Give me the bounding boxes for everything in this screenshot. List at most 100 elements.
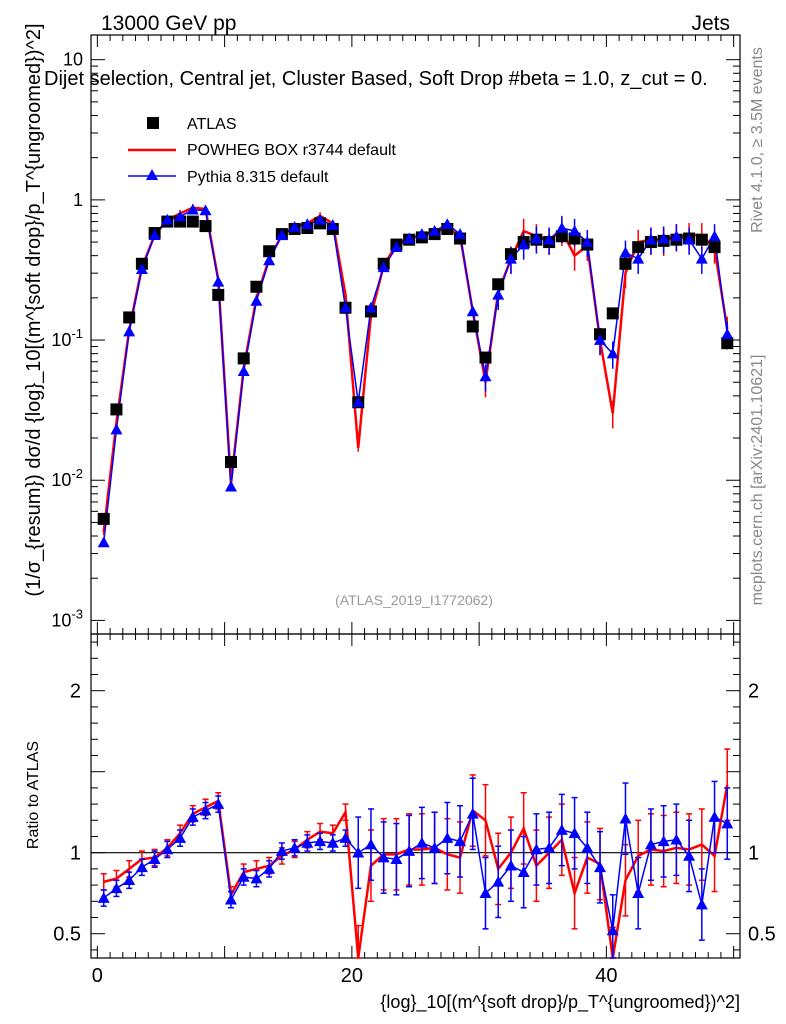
ratio-pythia-point bbox=[135, 861, 148, 873]
main-y-tick-label: 10 bbox=[63, 50, 83, 70]
legend: ATLAS POWHEG BOX r3744 default Pythia 8.… bbox=[128, 116, 397, 186]
pythia-point bbox=[110, 423, 123, 435]
atlas-data-point bbox=[479, 351, 492, 364]
atlas-data-point bbox=[97, 512, 110, 525]
pythia-point bbox=[568, 224, 581, 236]
legend-pythia-label: Pythia 8.315 default bbox=[187, 169, 329, 186]
ratio-pythia-point bbox=[683, 849, 696, 861]
pythia-point bbox=[263, 254, 276, 266]
pythia-point bbox=[708, 230, 721, 242]
pythia-point bbox=[237, 365, 250, 376]
atlas-data-point bbox=[199, 220, 212, 233]
pythia-point bbox=[275, 229, 288, 240]
atlas-data-point bbox=[632, 241, 645, 254]
pythia-point bbox=[517, 238, 530, 250]
pythia-point bbox=[224, 480, 237, 492]
ratio-pythia-point bbox=[721, 817, 734, 829]
atlas-data-point bbox=[186, 215, 199, 228]
pythia-point bbox=[594, 334, 607, 345]
pythia-point bbox=[314, 213, 327, 225]
pythia-point bbox=[492, 288, 505, 300]
pythia-point bbox=[403, 232, 416, 244]
ratio-pythia-point bbox=[212, 798, 225, 809]
x-tick-label: 40 bbox=[595, 965, 617, 987]
atlas-data-point bbox=[250, 280, 263, 293]
ratio-pythia-point bbox=[314, 835, 327, 847]
pythia-point bbox=[428, 224, 441, 236]
ratio-y-tick-label-right: 2 bbox=[748, 681, 759, 703]
ratio-pythia-point bbox=[543, 841, 556, 853]
ratio-pythia-point bbox=[555, 824, 568, 835]
ratio-pythia-point bbox=[632, 887, 645, 898]
ratio-pythia-point bbox=[441, 832, 454, 843]
pythia-point bbox=[390, 241, 403, 252]
ratio-pythia-point bbox=[250, 872, 263, 884]
ratio-y-tick-label: 1 bbox=[70, 843, 81, 865]
pythia-point bbox=[670, 230, 683, 242]
ratio-pythia-point bbox=[199, 804, 212, 816]
pythia-point bbox=[657, 232, 670, 244]
legend-atlas-marker bbox=[147, 117, 159, 129]
ratio-pythia-point bbox=[517, 866, 530, 877]
pythia-point bbox=[123, 325, 136, 337]
ratio-pythia-point bbox=[479, 887, 492, 898]
pythia-point bbox=[619, 246, 632, 258]
main-y-axis-label: (1/σ_{resum}) dσ/d {log}_10[(m^{soft dro… bbox=[23, 23, 45, 596]
ratio-pythia-point bbox=[263, 862, 276, 874]
main-y-tick-label: 10-2 bbox=[51, 466, 83, 490]
atlas-data-point bbox=[212, 288, 225, 301]
pythia-point bbox=[199, 204, 212, 216]
ratio-pythia-point bbox=[352, 846, 365, 858]
ratio-pythia-point bbox=[288, 841, 301, 853]
ratio-pythia-point bbox=[377, 851, 390, 863]
pythia-point bbox=[148, 229, 161, 240]
pythia-point bbox=[377, 261, 390, 273]
ratio-pythia-point bbox=[97, 892, 110, 903]
pythia-point bbox=[632, 252, 645, 264]
ratio-pythia-point bbox=[148, 853, 161, 864]
pythia-point bbox=[530, 232, 543, 244]
main-pythia-line bbox=[102, 209, 729, 543]
ratio-y-tick-label: 0.5 bbox=[53, 924, 81, 946]
pythia-point bbox=[415, 228, 428, 239]
pythia-point bbox=[364, 301, 377, 313]
pythia-point bbox=[186, 203, 199, 215]
ratio-pythia-point bbox=[110, 882, 123, 894]
ratio-pythia-point bbox=[237, 871, 250, 882]
pythia-point bbox=[695, 252, 708, 264]
ratio-panel-frame bbox=[90, 633, 741, 959]
ratio-pythia-point bbox=[390, 853, 403, 864]
ratio-pythia-point bbox=[301, 836, 314, 848]
ratio-y-tick-label: 2 bbox=[70, 681, 81, 703]
pythia-point bbox=[339, 301, 352, 313]
atlas-data-point bbox=[492, 278, 505, 291]
atlas-data-point bbox=[110, 403, 123, 416]
main-y-tick-label: 1 bbox=[73, 190, 83, 210]
ratio-pythia-point bbox=[695, 898, 708, 910]
atlas-data-point bbox=[263, 245, 276, 258]
atlas-data-point bbox=[237, 352, 250, 365]
atlas-data-point bbox=[708, 241, 721, 254]
atlas-data-point bbox=[466, 320, 479, 333]
pythia-point bbox=[479, 370, 492, 382]
ratio-pythia-point bbox=[326, 836, 339, 848]
ratio-y-axis-label: Ratio to ATLAS bbox=[25, 741, 42, 849]
ratio-pythia-point bbox=[492, 875, 505, 887]
ratio-pythia-point bbox=[174, 832, 187, 843]
ratio-pythia-point bbox=[339, 832, 352, 843]
ratio-pythia-point bbox=[670, 833, 683, 845]
ratio-pythia-point bbox=[581, 841, 594, 853]
x-tick-label: 0 bbox=[92, 965, 103, 987]
pythia-point bbox=[288, 221, 301, 232]
atlas-data-point bbox=[619, 257, 632, 270]
pythia-point bbox=[454, 228, 467, 239]
pythia-point bbox=[683, 233, 696, 245]
ratio-pythia-point bbox=[454, 835, 467, 847]
ratio-pythia-point bbox=[708, 811, 721, 822]
atlas-data-point bbox=[123, 311, 136, 324]
mcplots-label: mcplots.cern.ch [arXiv:2401.10621] bbox=[749, 355, 766, 606]
pythia-point bbox=[250, 294, 263, 306]
ratio-pythia-point bbox=[186, 811, 199, 822]
pythia-point bbox=[504, 252, 517, 264]
atlas-data-point bbox=[695, 233, 708, 246]
